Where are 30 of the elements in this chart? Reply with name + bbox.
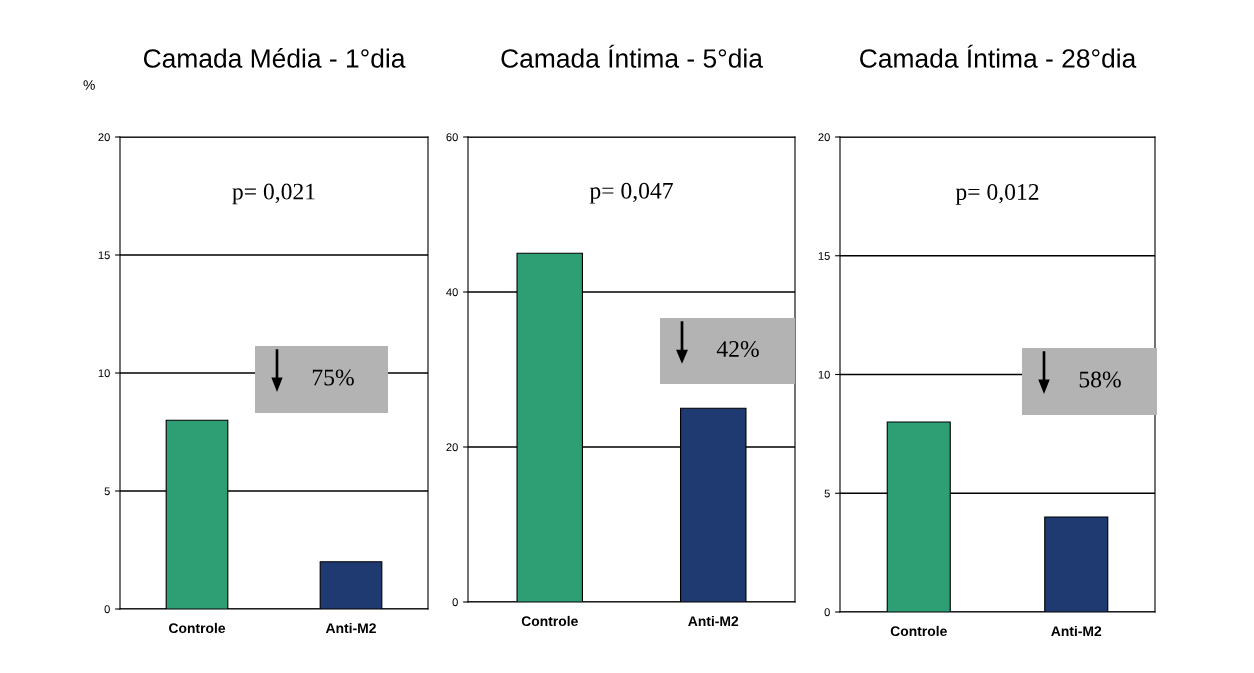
y-tick-label: 5 — [104, 487, 110, 496]
annotation: 42% — [716, 340, 759, 357]
annotation: 75% — [312, 369, 354, 386]
annotation: p= 0,021 — [232, 183, 315, 205]
annotation: p= 0,047 — [589, 182, 673, 204]
y-tick-label: 5 — [824, 489, 830, 498]
annotation: 58% — [1079, 371, 1121, 388]
y-tick-label: 15 — [98, 251, 110, 260]
x-tick-label: Controle — [521, 615, 578, 627]
x-tick-label: Anti-M2 — [688, 615, 739, 627]
y-tick-label: 10 — [818, 370, 830, 379]
chart-title: Camada Média - 1°dia — [143, 48, 406, 68]
y-tick-label: 0 — [452, 598, 458, 607]
y-tick-label: 20 — [98, 133, 110, 142]
y-axis-title: % — [83, 80, 95, 90]
y-tick-label: 20 — [818, 133, 830, 142]
chart-title: Camada Íntima - 5°dia — [501, 44, 763, 68]
y-tick-label: 40 — [446, 288, 458, 297]
y-tick-label: 0 — [824, 608, 830, 617]
x-tick-label: Anti-M2 — [325, 622, 376, 634]
y-tick-label: 0 — [104, 605, 110, 614]
x-tick-label: Anti-M2 — [1051, 625, 1102, 637]
annotation: p= 0,012 — [955, 183, 1039, 205]
y-tick-label: 20 — [446, 443, 458, 452]
x-tick-label: Controle — [169, 622, 226, 634]
chart-title: Camada Íntima - 28°dia — [860, 44, 1137, 68]
y-tick-label: 60 — [446, 133, 458, 142]
y-tick-label: 15 — [818, 252, 830, 260]
y-tick-label: 10 — [98, 369, 110, 378]
x-tick-label: Controle — [890, 625, 947, 637]
